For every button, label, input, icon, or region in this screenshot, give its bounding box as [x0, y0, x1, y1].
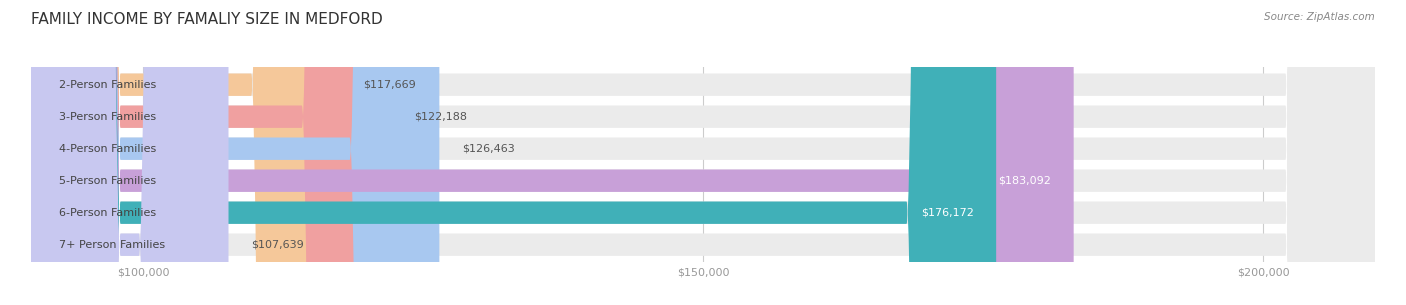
- FancyBboxPatch shape: [31, 0, 1375, 305]
- FancyBboxPatch shape: [31, 0, 1074, 305]
- Text: $183,092: $183,092: [998, 176, 1052, 186]
- Text: $126,463: $126,463: [461, 144, 515, 154]
- FancyBboxPatch shape: [31, 0, 1375, 305]
- Text: FAMILY INCOME BY FAMALIY SIZE IN MEDFORD: FAMILY INCOME BY FAMALIY SIZE IN MEDFORD: [31, 12, 382, 27]
- Text: $107,639: $107,639: [250, 240, 304, 250]
- Text: 6-Person Families: 6-Person Families: [59, 208, 156, 218]
- FancyBboxPatch shape: [31, 0, 439, 305]
- FancyBboxPatch shape: [31, 0, 1375, 305]
- FancyBboxPatch shape: [31, 0, 1375, 305]
- Text: $122,188: $122,188: [413, 112, 467, 122]
- Text: 5-Person Families: 5-Person Families: [59, 176, 156, 186]
- FancyBboxPatch shape: [31, 0, 229, 305]
- Text: 4-Person Families: 4-Person Families: [59, 144, 156, 154]
- Text: $117,669: $117,669: [363, 80, 416, 90]
- Text: 2-Person Families: 2-Person Families: [59, 80, 156, 90]
- Text: 7+ Person Families: 7+ Person Families: [59, 240, 165, 250]
- FancyBboxPatch shape: [31, 0, 340, 305]
- FancyBboxPatch shape: [31, 0, 1375, 305]
- Text: 3-Person Families: 3-Person Families: [59, 112, 156, 122]
- Text: $176,172: $176,172: [921, 208, 974, 218]
- Text: Source: ZipAtlas.com: Source: ZipAtlas.com: [1264, 12, 1375, 22]
- FancyBboxPatch shape: [31, 0, 1375, 305]
- FancyBboxPatch shape: [31, 0, 391, 305]
- FancyBboxPatch shape: [31, 0, 997, 305]
